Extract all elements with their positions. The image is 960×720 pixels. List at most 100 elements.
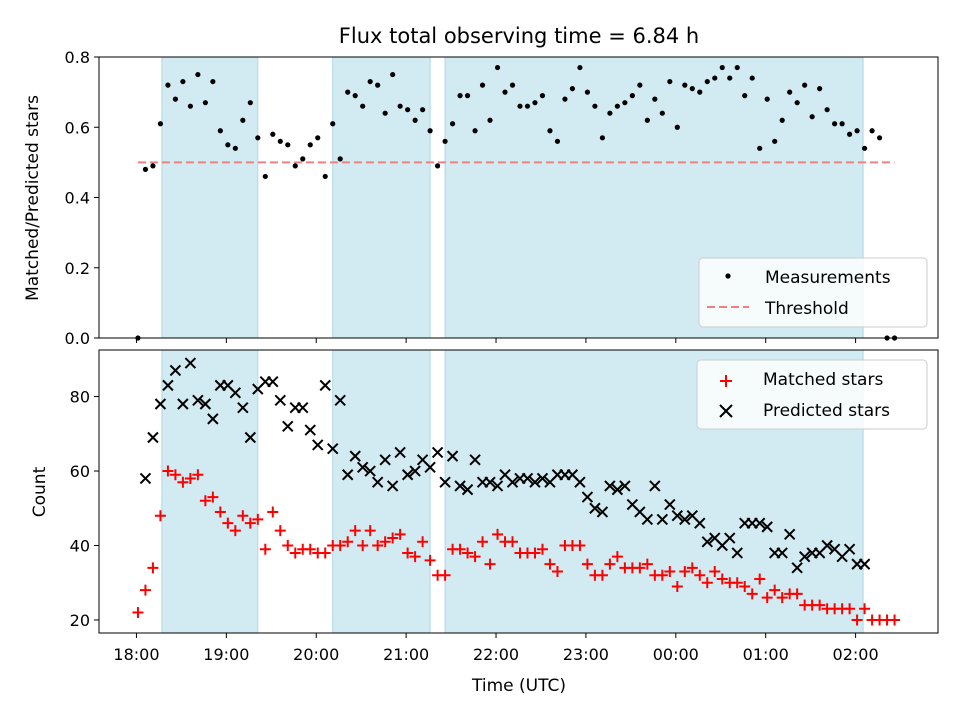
- matched-point: [379, 536, 391, 548]
- predicted-point: [821, 539, 833, 552]
- predicted-point: [611, 483, 624, 496]
- measurement-point: [247, 100, 253, 106]
- measurement-point: [360, 103, 366, 109]
- measurement-point: [255, 135, 261, 141]
- matched-point: [859, 603, 871, 615]
- measurement-point: [607, 110, 613, 116]
- y-tick-label: 0.4: [65, 189, 90, 208]
- measurement-point: [861, 145, 868, 151]
- predicted-point: [656, 513, 669, 526]
- measurement-point: [449, 121, 456, 127]
- matched-point: [207, 491, 219, 503]
- measurement-point: [464, 93, 471, 99]
- matched-point: [739, 580, 751, 592]
- matched-point: [439, 569, 451, 581]
- legend-predicted-marker: [719, 404, 733, 418]
- measurement-point: [509, 82, 516, 88]
- predicted-point: [192, 394, 204, 406]
- matched-point: [536, 543, 548, 555]
- matched-point: [402, 547, 414, 559]
- predicted-point: [424, 461, 436, 474]
- measurement-point: [345, 89, 351, 95]
- predicted-point: [162, 379, 174, 392]
- predicted-point: [536, 472, 549, 485]
- predicted-point: [394, 446, 406, 459]
- predicted-point: [461, 483, 474, 496]
- top-legend: Measurements Threshold: [698, 257, 928, 328]
- predicted-point: [169, 364, 182, 377]
- legend-predicted-label: Predicted stars: [763, 401, 890, 421]
- measurement-point: [764, 96, 770, 102]
- predicted-points: [139, 357, 871, 574]
- predicted-point: [371, 476, 384, 488]
- measurement-point: [629, 93, 635, 99]
- predicted-point: [401, 469, 414, 481]
- top-legend-box: [698, 257, 928, 328]
- predicted-point: [776, 547, 788, 559]
- predicted-point: [327, 442, 339, 455]
- measurement-point: [674, 124, 680, 130]
- predicted-point: [282, 420, 294, 433]
- predicted-point: [484, 476, 496, 488]
- predicted-point: [506, 476, 519, 488]
- matched-point: [851, 614, 863, 626]
- measurement-point: [277, 138, 283, 144]
- matched-point: [229, 525, 241, 537]
- measurement-point: [772, 138, 778, 144]
- matched-point: [304, 543, 316, 555]
- matched-point: [364, 525, 376, 537]
- top-x-ticks: [135, 338, 857, 343]
- matched-point: [424, 554, 436, 566]
- measurement-point: [869, 128, 875, 134]
- measurement-point: [232, 145, 238, 151]
- matched-point: [791, 588, 803, 600]
- predicted-point: [237, 402, 249, 414]
- predicted-point: [724, 532, 736, 544]
- legend-matched-marker: [720, 375, 732, 387]
- measurement-point: [584, 89, 591, 95]
- measurement-point: [330, 121, 336, 127]
- shaded-interval: [332, 56, 431, 339]
- measurement-point: [539, 93, 546, 99]
- matched-point: [282, 539, 294, 551]
- measurement-point: [637, 82, 643, 88]
- measurement-point: [225, 142, 231, 148]
- measurement-point: [689, 86, 695, 92]
- measurement-point: [832, 121, 838, 127]
- matched-point: [162, 465, 174, 477]
- predicted-point: [207, 413, 219, 425]
- measurement-point: [697, 89, 703, 95]
- measurement-point: [802, 82, 808, 88]
- measurement-point: [614, 103, 620, 109]
- measurement-point: [307, 142, 313, 148]
- predicted-point: [783, 528, 796, 541]
- matched-point: [417, 536, 429, 548]
- predicted-point: [379, 454, 391, 466]
- predicted-point: [267, 375, 279, 388]
- measurement-point: [704, 78, 710, 85]
- measurement-point: [502, 89, 508, 95]
- matched-point: [769, 584, 781, 596]
- matched-point: [776, 592, 788, 604]
- y-tick-label: 0.6: [65, 118, 90, 137]
- x-tick-label: 02:00: [833, 645, 879, 664]
- matched-point: [349, 525, 361, 537]
- matched-point: [604, 558, 616, 570]
- matched-point: [544, 558, 556, 570]
- matched-point: [319, 547, 331, 559]
- predicted-point: [184, 357, 197, 369]
- measurement-point: [787, 89, 793, 95]
- predicted-point: [679, 513, 691, 526]
- measurement-point: [442, 138, 448, 144]
- matched-point: [462, 547, 474, 559]
- matched-point: [507, 536, 519, 548]
- measurement-point: [367, 78, 373, 85]
- predicted-point: [229, 387, 242, 399]
- bottom-panel: 20 40 60 80 18:00 19:00 20:00 21:00 22:00 23:00 0…: [30, 349, 939, 696]
- measurement-point: [622, 100, 628, 106]
- bottom-legend: Matched stars Predicted stars: [696, 359, 928, 430]
- matched-point: [671, 580, 683, 592]
- measurement-point: [644, 117, 650, 123]
- measurement-point: [412, 117, 418, 123]
